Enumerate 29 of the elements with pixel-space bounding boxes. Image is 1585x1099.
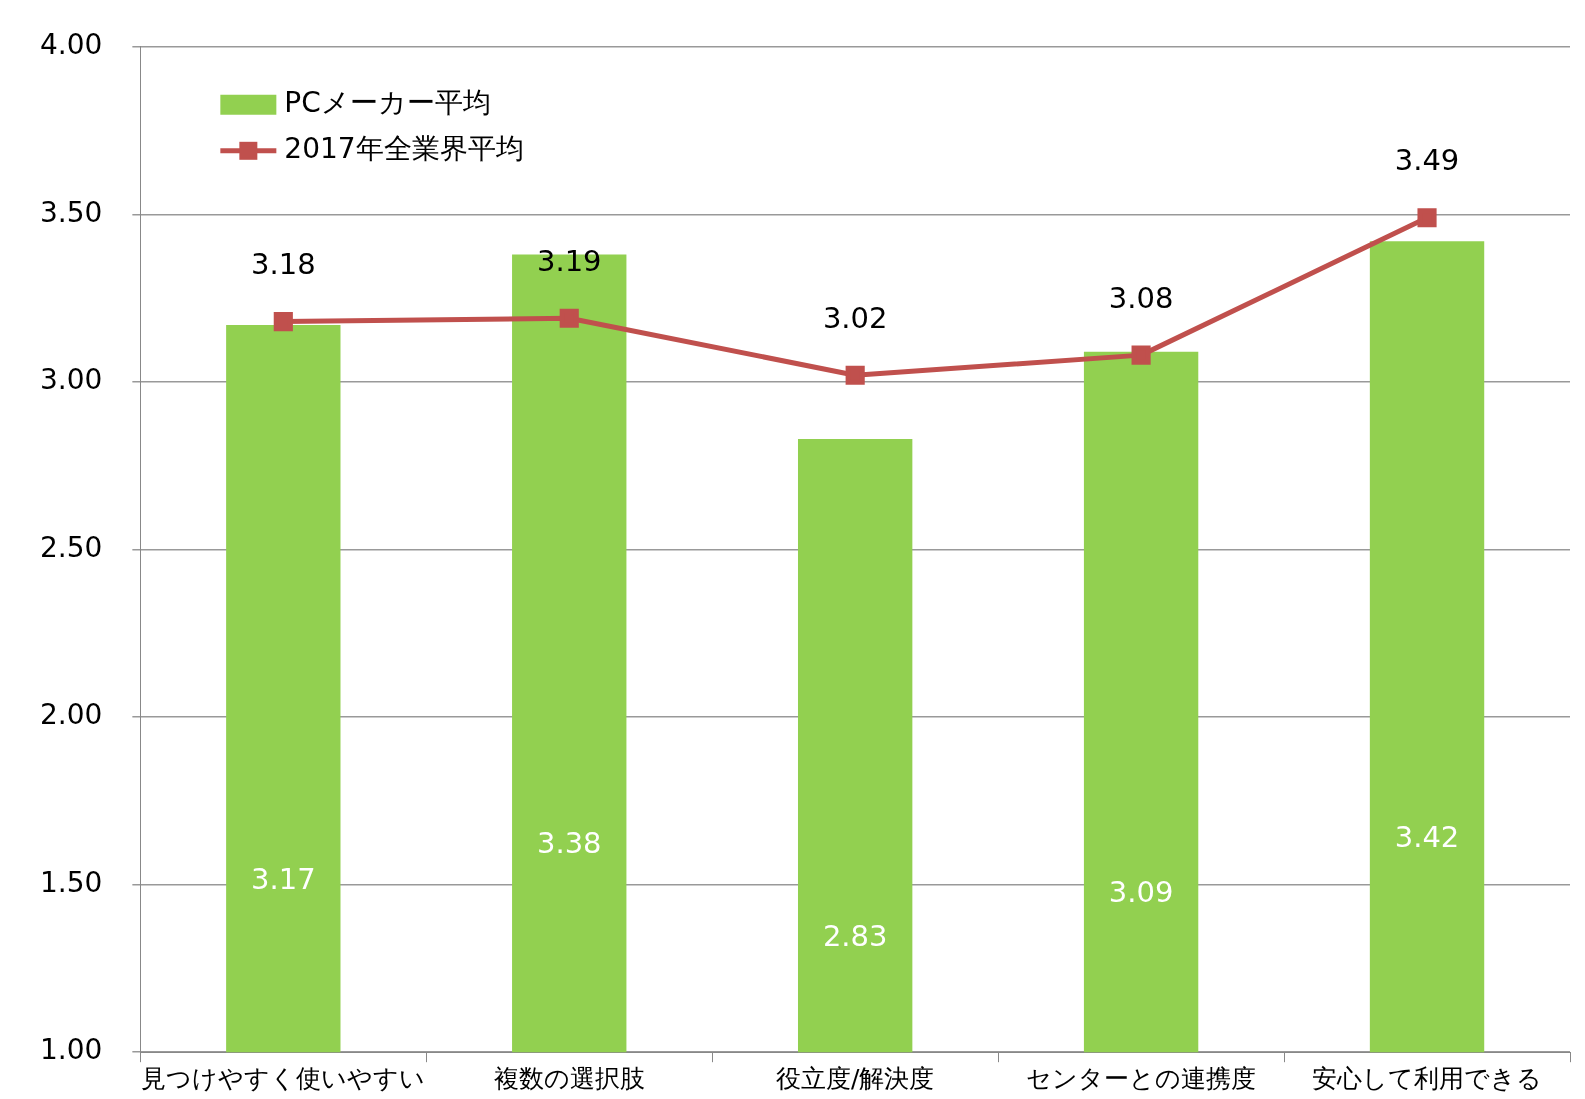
y-tick-label: 2.00 [40,698,103,732]
y-tick-label: 2.50 [40,530,103,564]
x-tick-label: 役立度/解決度 [775,1063,935,1093]
point [559,308,579,328]
x-tick-label: 複数の選択肢 [493,1063,645,1093]
data-label: 3.38 [536,826,602,861]
point [845,365,865,385]
legend-label: 2017年全業界平均 [284,132,524,166]
y-tick-label: 1.00 [40,1033,103,1067]
point [273,312,293,332]
data-label: 3.08 [1108,280,1174,315]
data-label: 3.49 [1394,143,1460,178]
data-label: 3.18 [251,247,316,282]
point [1131,345,1151,365]
y-tick-label: 3.00 [40,363,103,397]
y-tick-label: 3.50 [40,195,103,229]
data-label: 3.19 [536,243,602,278]
y-tick-label: 1.50 [40,865,103,899]
legend-label: PCメーカー平均 [284,86,491,120]
data-label: 3.17 [251,861,316,896]
point [1417,208,1437,228]
y-tick-label: 4.00 [40,28,103,62]
data-label: 3.02 [822,300,888,335]
x-tick-label: 安心して利用できる [1312,1063,1543,1093]
data-label: 2.83 [822,918,888,953]
x-tick-label: 見つけやすく使いやすい [141,1063,426,1093]
x-tick-label: センターとの連携度 [1026,1063,1257,1093]
data-label: 3.42 [1394,819,1460,854]
data-label: 3.09 [1108,875,1174,910]
